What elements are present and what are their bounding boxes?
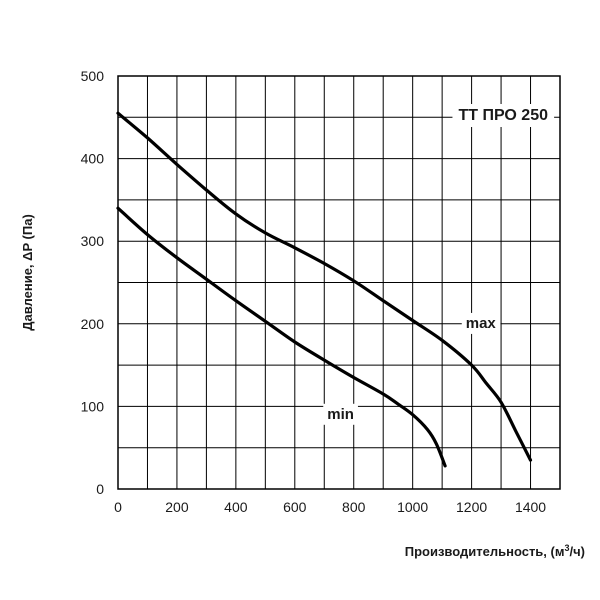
x-axis-ticks: 0 200 400 600 800 1000 1200 1400 <box>114 499 546 515</box>
x-tick-label: 1200 <box>456 499 487 515</box>
series-lines <box>116 111 533 468</box>
x-tick-label: 800 <box>342 499 366 515</box>
y-tick-label: 400 <box>81 151 105 167</box>
series-line-max <box>116 111 533 462</box>
x-tick-label: 600 <box>283 499 307 515</box>
series-label-background <box>323 403 358 425</box>
x-tick-label: 1400 <box>515 499 546 515</box>
y-axis-ticks: 0 100 200 300 400 500 <box>81 68 105 497</box>
series-label-max: max <box>466 315 497 332</box>
series-label-min: min <box>327 406 354 423</box>
y-tick-label: 200 <box>81 316 105 332</box>
x-tick-label: 400 <box>224 499 248 515</box>
series-line-min <box>116 206 447 468</box>
x-tick-label: 0 <box>114 499 122 515</box>
series-label-background <box>461 312 501 334</box>
x-tick-label: 200 <box>165 499 189 515</box>
x-tick-label: 1000 <box>397 499 428 515</box>
grid <box>117 75 561 490</box>
plot-frame <box>117 75 561 490</box>
chart-title-background <box>452 104 555 127</box>
y-tick-label: 300 <box>81 233 105 249</box>
y-axis-label: Давление, ΔP (Па) <box>20 214 35 331</box>
series-labels: max min <box>323 312 501 425</box>
chart-title: TT ПРО 250 <box>458 107 548 124</box>
y-tick-label: 100 <box>81 398 105 414</box>
y-tick-label: 0 <box>96 481 104 497</box>
y-tick-label: 500 <box>81 68 105 84</box>
x-axis-label: Производительность, (м3/ч) <box>405 543 585 559</box>
